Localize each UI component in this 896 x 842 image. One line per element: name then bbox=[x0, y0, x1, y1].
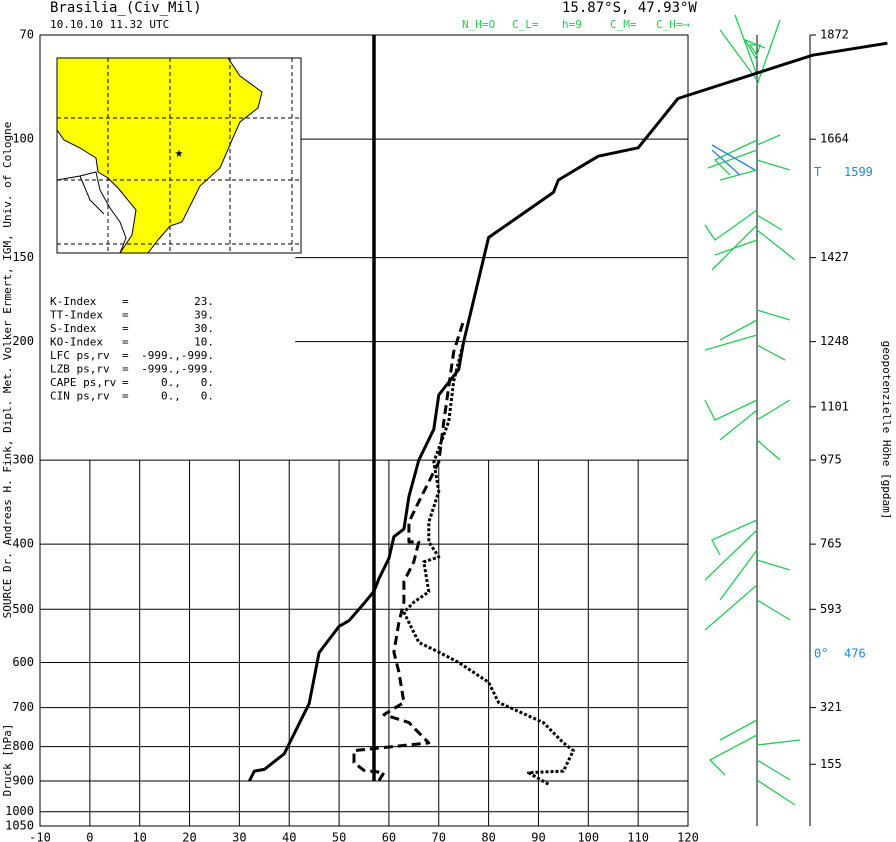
profile-line bbox=[352, 319, 466, 782]
index-value: 0., 0. bbox=[161, 390, 214, 403]
x-tick-label: 60 bbox=[382, 831, 396, 842]
y-tick-label: 200 bbox=[12, 334, 34, 348]
x-tick-label: 70 bbox=[432, 831, 446, 842]
y-tick-label: 900 bbox=[12, 773, 34, 787]
index-sep: = bbox=[122, 309, 129, 322]
index-sep: = bbox=[122, 295, 129, 308]
height-tick-label: 1101 bbox=[820, 399, 849, 413]
cloud-code: C_H=⟶ bbox=[656, 18, 690, 31]
x-tick-label: 50 bbox=[332, 831, 346, 842]
svg-text:★: ★ bbox=[175, 145, 184, 161]
grid bbox=[39, 34, 689, 827]
index-value: -999.,-999. bbox=[141, 363, 214, 376]
y-tick-label: 400 bbox=[12, 537, 34, 551]
cloud-code: C_M= bbox=[610, 18, 637, 31]
height-tick-label: 155 bbox=[820, 757, 842, 771]
y-tick-label: 700 bbox=[12, 700, 34, 714]
y-axis-label: Druck [hPa] bbox=[1, 724, 14, 797]
index-value: 23. bbox=[194, 295, 214, 308]
x-tick-label: 10 bbox=[132, 831, 146, 842]
height-tick-label: 593 bbox=[820, 602, 842, 616]
annotation-label: T bbox=[814, 165, 821, 179]
x-tick-label: 90 bbox=[531, 831, 545, 842]
source: SOURCE Dr. Andreas H. Fink, Dipl. Met. V… bbox=[1, 122, 14, 619]
index-sep: = bbox=[122, 376, 129, 389]
profile-line bbox=[248, 41, 888, 782]
date: 10.10.10 11.32 UTC bbox=[50, 18, 169, 31]
cloud-code: h=9 bbox=[562, 18, 582, 31]
y-tick-label: 100 bbox=[12, 132, 34, 146]
y-tick-label: 1000 bbox=[5, 804, 34, 818]
index-value: 30. bbox=[194, 322, 214, 335]
height-tick-label: 1427 bbox=[820, 250, 849, 264]
annotation-height: 1599 bbox=[844, 165, 873, 179]
height-tick-label: 765 bbox=[820, 537, 842, 551]
index-value: 10. bbox=[194, 336, 214, 349]
height-tick-label: 321 bbox=[820, 700, 842, 714]
index-value: 0., 0. bbox=[161, 376, 214, 389]
index-name: TT-Index bbox=[50, 309, 103, 322]
x-tick-label: 110 bbox=[627, 831, 649, 842]
y-tick-label: 1050 bbox=[5, 819, 34, 833]
index-sep: = bbox=[122, 390, 129, 403]
index-value: -999.,-999. bbox=[141, 349, 214, 362]
annotation-height: 476 bbox=[844, 647, 866, 661]
location: 15.87°S, 47.93°W bbox=[562, 0, 697, 16]
index-name: KO-Index bbox=[50, 336, 103, 349]
wind-barbs bbox=[704, 14, 801, 826]
index-name: CIN ps,rv bbox=[50, 390, 110, 403]
index-value: 39. bbox=[194, 309, 214, 322]
height-tick-label: 1248 bbox=[820, 334, 849, 348]
index-sep: = bbox=[122, 349, 129, 362]
y-tick-label: 150 bbox=[12, 250, 34, 264]
y-tick-label: 300 bbox=[12, 453, 34, 467]
y-tick-label: 800 bbox=[12, 739, 34, 753]
height-tick-label: 975 bbox=[820, 453, 842, 467]
cloud-code: C_L= bbox=[512, 18, 539, 31]
profile-line bbox=[402, 341, 575, 786]
index-name: CAPE ps,rv bbox=[50, 376, 117, 389]
plot bbox=[248, 35, 888, 786]
x-tick-label: 0 bbox=[86, 831, 93, 842]
height-tick-label: 1872 bbox=[820, 28, 849, 42]
index-name: LFC ps,rv bbox=[50, 349, 110, 362]
index-sep: = bbox=[122, 363, 129, 376]
x-tick-label: 20 bbox=[182, 831, 196, 842]
index-sep: = bbox=[122, 322, 129, 335]
cloud-code: N_H=O bbox=[462, 18, 495, 31]
x-tick-label: 40 bbox=[282, 831, 296, 842]
x-tick-label: 100 bbox=[577, 831, 599, 842]
annotation-label: 0° bbox=[814, 647, 828, 661]
station: Brasilia_(Civ_Mil) bbox=[50, 0, 202, 16]
index-name: S-Index bbox=[50, 322, 97, 335]
inset-map: ★ bbox=[56, 57, 302, 254]
x-tick-label: 120 bbox=[677, 831, 699, 842]
index-name: K-Index bbox=[50, 295, 97, 308]
x-tick-label: 80 bbox=[481, 831, 495, 842]
x-tick-label: 30 bbox=[232, 831, 246, 842]
index-name: LZB ps,rv bbox=[50, 363, 110, 376]
index-bg bbox=[46, 292, 216, 402]
y-tick-label: 500 bbox=[12, 602, 34, 616]
x-tick-label: -10 bbox=[29, 831, 51, 842]
y2-axis-label: geopotenzielle Höhe [gpdam] bbox=[880, 341, 893, 520]
y-tick-label: 600 bbox=[12, 655, 34, 669]
index-sep: = bbox=[122, 336, 129, 349]
height-tick-label: 1664 bbox=[820, 132, 849, 146]
y-tick-label: 70 bbox=[20, 28, 34, 42]
